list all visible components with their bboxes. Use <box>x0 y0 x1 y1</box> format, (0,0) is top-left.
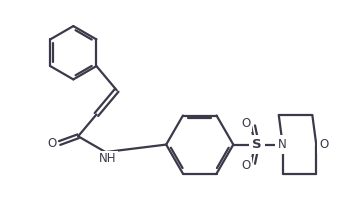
Text: N: N <box>278 138 287 151</box>
Text: O: O <box>242 159 251 172</box>
Text: S: S <box>252 138 262 151</box>
Text: O: O <box>320 138 329 151</box>
Text: O: O <box>47 136 56 150</box>
Text: NH: NH <box>99 153 116 165</box>
Text: O: O <box>242 117 251 130</box>
